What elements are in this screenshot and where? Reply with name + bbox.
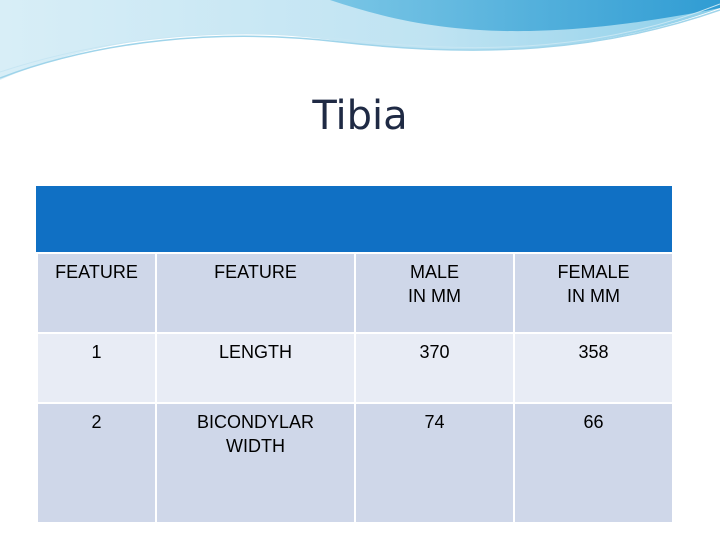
table-cell: 66 — [513, 402, 674, 524]
table-cell: 2 — [36, 402, 157, 524]
header-cell-text: FEATURE — [55, 262, 138, 282]
cell-text: BICONDYLAR WIDTH — [196, 412, 315, 456]
slide-title: Tibia — [312, 93, 408, 139]
header-cell-text: MALE IN MM — [408, 262, 461, 306]
header-cell: FEMALE IN MM — [513, 252, 674, 334]
header-wave-decoration — [0, 0, 720, 80]
cell-text: 74 — [424, 412, 445, 432]
table-cell: 370 — [354, 332, 515, 404]
table-row: 1 LENGTH 370 358 — [36, 332, 674, 404]
header-cell: FEATURE — [155, 252, 356, 334]
table-cell: 1 — [36, 332, 157, 404]
table-cell: BICONDYLAR WIDTH — [155, 402, 356, 524]
cell-text: 370 — [419, 342, 450, 362]
header-cell-text: FEMALE IN MM — [557, 262, 630, 306]
cell-text: 358 — [578, 342, 609, 362]
header-cell: FEATURE — [36, 252, 157, 334]
table-banner — [36, 186, 672, 252]
table-cell: 74 — [354, 402, 515, 524]
cell-text: 2 — [91, 412, 102, 432]
data-table-container: FEATURE FEATURE MALE IN MM FEMALE IN MM … — [36, 186, 674, 524]
cell-text: 1 — [91, 342, 102, 362]
data-table: FEATURE FEATURE MALE IN MM FEMALE IN MM … — [36, 252, 674, 524]
table-row: 2 BICONDYLAR WIDTH 74 66 — [36, 402, 674, 524]
cell-text: 66 — [583, 412, 604, 432]
header-cell: MALE IN MM — [354, 252, 515, 334]
table-cell: LENGTH — [155, 332, 356, 404]
header-cell-text: FEATURE — [214, 262, 297, 282]
table-cell: 358 — [513, 332, 674, 404]
cell-text: LENGTH — [218, 342, 292, 362]
table-header-row: FEATURE FEATURE MALE IN MM FEMALE IN MM — [36, 252, 674, 334]
